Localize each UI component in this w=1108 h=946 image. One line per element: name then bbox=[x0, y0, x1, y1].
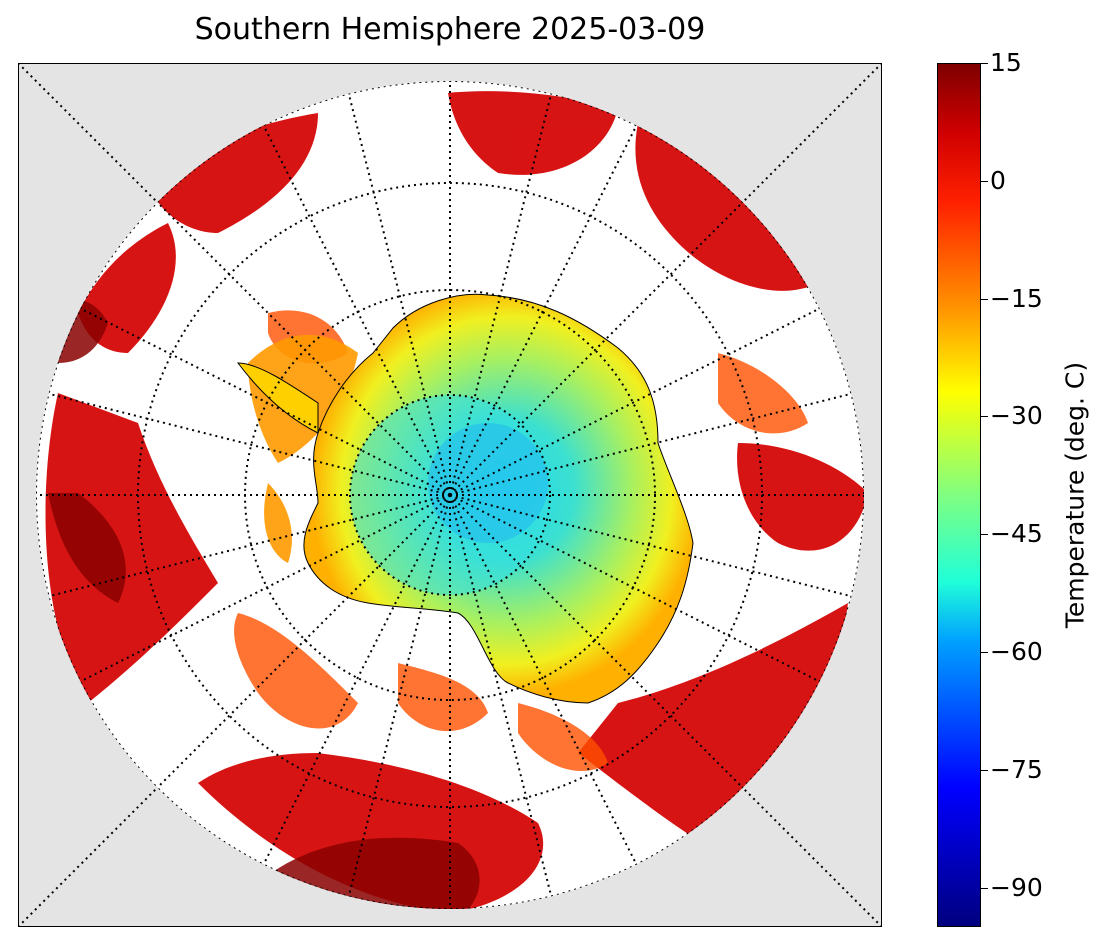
colorbar-tick bbox=[981, 534, 988, 536]
colorbar-tick bbox=[981, 769, 988, 771]
colorbar-tick-label: −60 bbox=[990, 637, 1043, 667]
colorbar-tick bbox=[981, 652, 988, 654]
graticule bbox=[36, 81, 864, 909]
colorbar-tick-label: 15 bbox=[990, 48, 1022, 77]
map-title: Southern Hemisphere 2025-03-09 bbox=[194, 12, 706, 47]
colorbar-tick-label: −45 bbox=[990, 519, 1043, 549]
colorbar bbox=[937, 63, 981, 927]
colorbar-tick bbox=[981, 416, 988, 418]
antarctic-peninsula bbox=[236, 362, 319, 434]
colorbar-tick-label: −30 bbox=[990, 401, 1043, 431]
colorbar-tick-label: −75 bbox=[990, 754, 1043, 784]
colorbar-tick-label: 0 bbox=[990, 165, 1006, 195]
colorbar-tick-label: −90 bbox=[990, 872, 1043, 902]
colorbar-tick bbox=[981, 63, 988, 64]
temperature-map bbox=[18, 63, 882, 927]
colorbar-tick bbox=[981, 887, 988, 889]
colorbar-tick-label: −15 bbox=[990, 283, 1043, 313]
colorbar-tick bbox=[981, 180, 988, 182]
colorbar-tick bbox=[981, 298, 988, 300]
colorbar-label: Temperature (deg. C) bbox=[1060, 361, 1090, 629]
